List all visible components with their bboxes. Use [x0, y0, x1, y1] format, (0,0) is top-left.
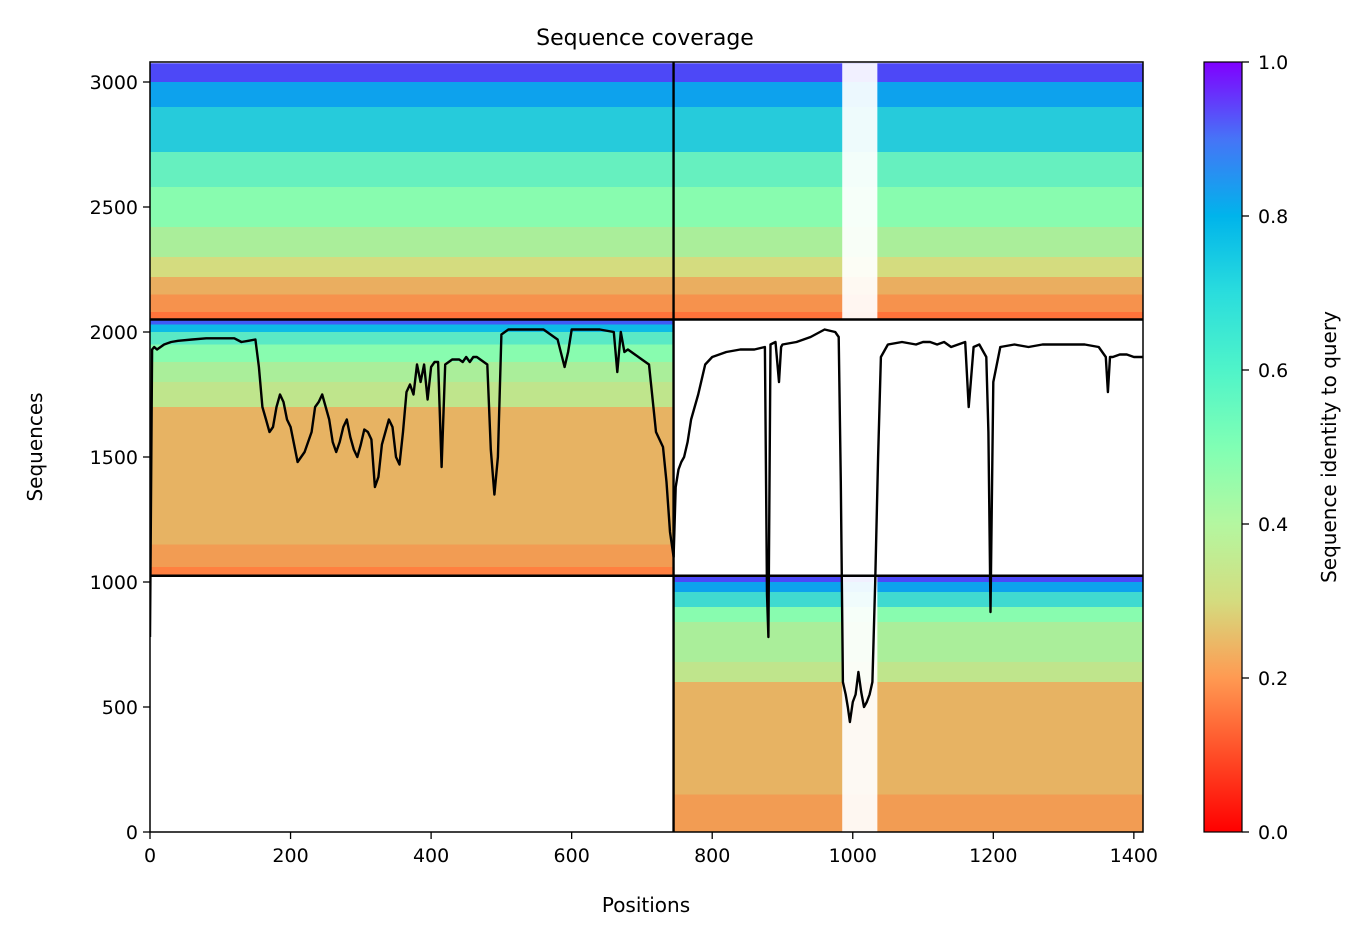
colorbar-ticks: 0.0 0.2 0.4 0.6 0.8 1.0 [1242, 52, 1288, 844]
msa-band [673, 607, 1143, 622]
colorbar-tick-label: 1.0 [1258, 52, 1288, 74]
y-tick-label: 500 [102, 697, 138, 719]
msa-band [673, 294, 1143, 312]
x-axis-ticks: 0 200 400 600 800 1000 1200 1400 [144, 832, 1158, 867]
msa-band [150, 324, 674, 332]
msa-band [673, 575, 1143, 582]
x-axis-label: Positions [602, 893, 690, 917]
msa-band [150, 362, 674, 382]
msa-band [150, 319, 674, 325]
colorbar-gradient [1203, 61, 1243, 833]
y-tick-label: 2000 [90, 322, 138, 344]
msa-band [150, 544, 674, 567]
x-tick-label: 1200 [969, 845, 1017, 867]
msa-band [150, 294, 674, 312]
msa-band [673, 312, 1143, 320]
msa-band [150, 227, 674, 257]
msa-band [150, 187, 674, 227]
y-tick-label: 3000 [90, 72, 138, 94]
msa-band [150, 107, 674, 152]
msa-gaps [842, 63, 878, 832]
msa-band [150, 382, 674, 407]
colorbar-tick-label: 0.4 [1258, 514, 1288, 536]
msa-band [673, 63, 1143, 82]
msa-band [150, 63, 674, 82]
plot-area [150, 62, 1143, 832]
msa-band [673, 107, 1143, 152]
colorbar-label: Sequence identity to query [1317, 311, 1341, 583]
y-tick-label: 2500 [90, 197, 138, 219]
x-tick-label: 400 [413, 845, 449, 867]
msa-band [150, 277, 674, 295]
msa-band [150, 407, 674, 545]
msa-band [150, 257, 674, 277]
msa-band [673, 82, 1143, 107]
x-tick-label: 1400 [1110, 845, 1158, 867]
colorbar-tick-label: 0.6 [1258, 360, 1288, 382]
coverage-line [150, 328, 1143, 724]
y-axis-label: Sequences [23, 392, 47, 501]
colorbar-tick-label: 0.8 [1258, 206, 1288, 228]
x-tick-label: 600 [554, 845, 590, 867]
msa-band [673, 227, 1143, 257]
x-tick-label: 800 [694, 845, 730, 867]
msa-band [673, 622, 1143, 662]
y-tick-label: 0 [126, 822, 138, 844]
msa-band [673, 152, 1143, 187]
msa-blocks [150, 63, 1143, 832]
plot-frame [149, 61, 1144, 833]
y-axis-ticks: 0 500 1000 1500 2000 2500 3000 [90, 72, 150, 844]
block-dividers [150, 62, 1143, 832]
msa-band [150, 312, 674, 320]
colorbar-tick-label: 0.2 [1258, 668, 1288, 690]
msa-band [673, 682, 1143, 795]
msa-band [673, 794, 1143, 832]
msa-band [150, 567, 674, 576]
msa-band [150, 82, 674, 107]
x-tick-label: 1000 [829, 845, 877, 867]
msa-band [673, 257, 1143, 277]
y-tick-label: 1500 [90, 447, 138, 469]
msa-band [673, 582, 1143, 592]
msa-band [673, 187, 1143, 227]
msa-band [673, 592, 1143, 607]
x-tick-label: 200 [272, 845, 308, 867]
chart-title: Sequence coverage [536, 26, 754, 51]
gap-region [842, 63, 878, 320]
y-tick-label: 1000 [90, 572, 138, 594]
colorbar: 0.0 0.2 0.4 0.6 0.8 1.0 Sequence identity to … [1203, 52, 1341, 844]
msa-band [150, 332, 674, 345]
msa-band [150, 344, 674, 362]
x-tick-label: 0 [144, 845, 156, 867]
msa-band [150, 152, 674, 187]
msa-band [673, 662, 1143, 682]
msa-band [673, 277, 1143, 295]
colorbar-tick-label: 0.0 [1258, 822, 1288, 844]
